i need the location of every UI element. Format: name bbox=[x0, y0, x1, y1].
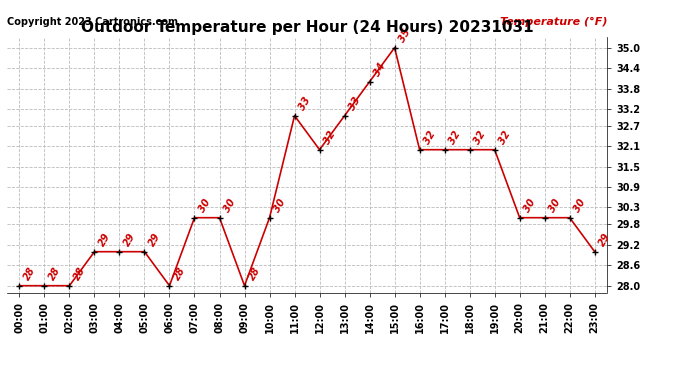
Text: 30: 30 bbox=[573, 197, 588, 213]
Text: 30: 30 bbox=[273, 197, 288, 213]
Text: 34: 34 bbox=[373, 61, 388, 78]
Text: Copyright 2023 Cartronics.com: Copyright 2023 Cartronics.com bbox=[7, 17, 178, 27]
Text: 33: 33 bbox=[297, 95, 313, 111]
Text: 28: 28 bbox=[22, 265, 37, 282]
Text: 35: 35 bbox=[397, 27, 413, 44]
Text: 30: 30 bbox=[522, 197, 538, 213]
Text: 32: 32 bbox=[497, 129, 513, 146]
Text: 29: 29 bbox=[97, 231, 112, 248]
Text: 28: 28 bbox=[172, 265, 188, 282]
Text: 33: 33 bbox=[347, 95, 363, 111]
Text: 32: 32 bbox=[422, 129, 437, 146]
Text: 32: 32 bbox=[447, 129, 463, 146]
Text: 32: 32 bbox=[322, 129, 337, 146]
Text: 29: 29 bbox=[598, 231, 613, 248]
Text: Temperature (°F): Temperature (°F) bbox=[500, 17, 607, 27]
Text: 28: 28 bbox=[72, 265, 88, 282]
Text: 29: 29 bbox=[122, 231, 137, 248]
Title: Outdoor Temperature per Hour (24 Hours) 20231031: Outdoor Temperature per Hour (24 Hours) … bbox=[81, 20, 533, 35]
Text: 30: 30 bbox=[547, 197, 563, 213]
Text: 30: 30 bbox=[197, 197, 213, 213]
Text: 30: 30 bbox=[222, 197, 237, 213]
Text: 28: 28 bbox=[47, 265, 63, 282]
Text: 29: 29 bbox=[147, 231, 163, 248]
Text: 32: 32 bbox=[473, 129, 488, 146]
Text: 28: 28 bbox=[247, 265, 263, 282]
